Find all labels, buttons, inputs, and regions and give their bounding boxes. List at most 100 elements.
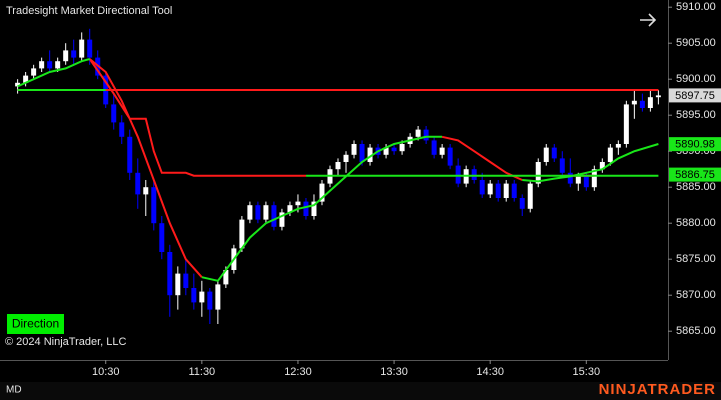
candle-body <box>159 223 165 252</box>
y-tick-label: 5875.00 <box>676 253 716 265</box>
candle-body <box>391 147 397 152</box>
candle-body <box>607 147 613 162</box>
price-marker-label: 5890.98 <box>675 139 715 151</box>
candle-body <box>639 100 645 108</box>
plot-area <box>15 28 661 324</box>
candle-body <box>631 100 637 105</box>
y-tick-label: 5905.00 <box>676 37 716 49</box>
candle-body <box>247 205 253 220</box>
candle-body <box>359 144 365 162</box>
candle-body <box>319 183 325 202</box>
candle-body <box>623 104 629 144</box>
price-marker-label: 5897.75 <box>675 90 715 102</box>
x-tick-label: 14:30 <box>476 366 504 378</box>
candle-body <box>655 95 661 98</box>
candle-body <box>575 176 581 184</box>
price-marker-label: 5886.75 <box>675 169 715 181</box>
candle-body <box>295 201 301 206</box>
candle-body <box>591 169 597 188</box>
candle-body <box>143 187 149 195</box>
candle-body <box>135 172 141 195</box>
candle-body <box>39 61 45 69</box>
candle-body <box>519 198 525 209</box>
copyright: © 2024 NinjaTrader, LLC <box>5 336 126 348</box>
direction-button[interactable] <box>7 314 64 334</box>
candle-body <box>543 147 549 162</box>
candle-body <box>127 136 133 173</box>
nav-arrow[interactable] <box>640 13 657 27</box>
candle-body <box>535 162 541 184</box>
candle-body <box>615 144 621 148</box>
candle-body <box>559 158 565 173</box>
candle-body <box>271 205 277 227</box>
candle-body <box>23 75 29 83</box>
candle-body <box>343 154 349 162</box>
candle-body <box>63 50 69 62</box>
x-tick-label: 12:30 <box>284 366 312 378</box>
candle-body <box>455 165 461 184</box>
candle-body <box>495 183 501 198</box>
candle-body <box>119 122 125 137</box>
candle-body <box>447 147 453 166</box>
candle-body <box>263 205 269 220</box>
candle-body <box>15 82 21 87</box>
candle-body <box>583 176 589 188</box>
candle-body <box>335 162 341 170</box>
y-tick-label: 5900.00 <box>676 73 716 85</box>
candle-body <box>423 129 429 141</box>
candle-body <box>111 104 117 123</box>
candle-body <box>503 183 509 198</box>
candle-body <box>351 144 357 155</box>
candle-body <box>47 61 53 69</box>
x-tick-label: 15:30 <box>573 366 601 378</box>
candle-body <box>383 147 389 155</box>
candle-body <box>223 270 229 285</box>
candle-body <box>511 183 517 198</box>
brand-logo: NINJATRADER <box>599 381 716 398</box>
candle-body <box>567 172 573 184</box>
candle-body <box>151 187 157 224</box>
candle-body <box>439 147 445 155</box>
candle-body <box>487 183 493 195</box>
chart-title: Tradesight Market Directional Tool <box>6 5 172 17</box>
instrument-tag: MD <box>6 385 22 396</box>
candle-body <box>215 284 221 310</box>
price-marker <box>669 167 721 182</box>
y-axis: 5865.00 5870.00 5875.00 5880.00 5885.00 5890.… <box>668 1 721 337</box>
candle-body <box>479 180 485 195</box>
y-tick-label: 5865.00 <box>676 325 716 337</box>
x-tick-label: 10:30 <box>92 366 120 378</box>
status-strip <box>0 382 721 400</box>
y-tick-label: 5885.00 <box>676 181 716 193</box>
candle-body <box>79 39 85 58</box>
candle-body <box>599 162 605 170</box>
y-tick-label: 5895.00 <box>676 109 716 121</box>
candle-body <box>31 68 37 76</box>
y-tick-label: 5880.00 <box>676 217 716 229</box>
price-marker <box>669 137 721 152</box>
candle-body <box>551 147 557 159</box>
y-tick-label: 5870.00 <box>676 289 716 301</box>
candle-body <box>255 205 261 220</box>
candle-body <box>239 219 245 249</box>
candle-body <box>303 201 309 216</box>
candle-body <box>175 273 181 296</box>
direction-button-label[interactable]: Direction <box>12 317 59 331</box>
candle-body <box>367 147 373 162</box>
candle-body <box>191 288 197 303</box>
indicator-line <box>17 58 659 278</box>
candle-body <box>199 291 205 303</box>
candle-body <box>207 291 213 310</box>
candle-body <box>399 144 405 152</box>
candle-body <box>527 183 533 209</box>
candle-body <box>415 129 421 137</box>
candle-body <box>311 201 317 216</box>
indicator-line <box>17 58 659 282</box>
x-tick-label: 11:30 <box>188 366 215 378</box>
candle-body <box>431 140 437 155</box>
x-tick-label: 13:30 <box>380 366 408 378</box>
candle-body <box>55 61 61 69</box>
